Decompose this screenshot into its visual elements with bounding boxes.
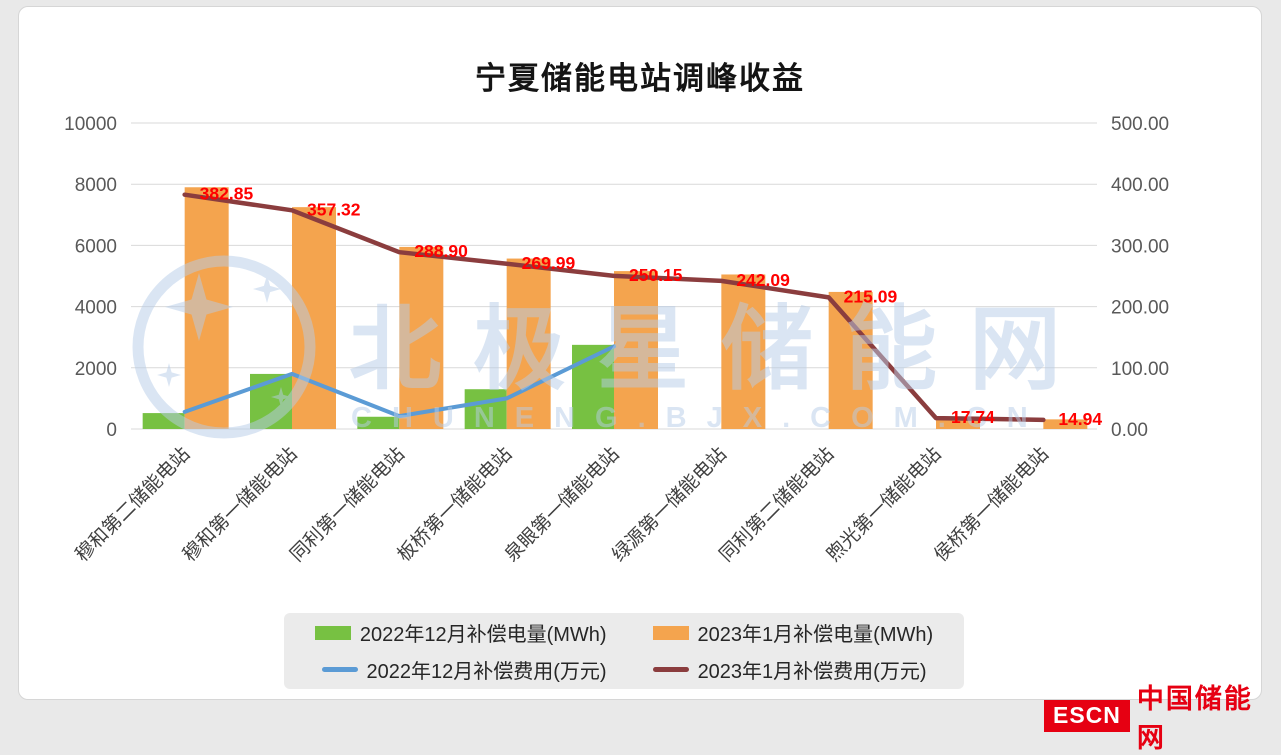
y-axis-tick-right: 500.00	[1111, 114, 1169, 135]
data-label: 242.09	[736, 270, 790, 290]
y-axis-tick-left: 2000	[75, 359, 117, 380]
darkred-line-swatch-icon	[652, 667, 689, 672]
orange-bar-swatch-icon	[652, 625, 689, 640]
y-axis-tick-left: 10000	[64, 114, 117, 135]
watermark-star-icon	[157, 363, 181, 387]
data-label: 269.99	[522, 253, 576, 273]
x-axis-label: 绿源第一储能电站	[608, 443, 731, 566]
y-axis-tick-right: 0.00	[1111, 420, 1148, 441]
bar-2022-dec-energy	[357, 416, 400, 429]
bar-2023-jan-energy	[721, 274, 766, 429]
data-label: 288.90	[414, 241, 468, 261]
watermark-url-text: CHUNENG.BJX.COM.CN	[351, 402, 1048, 434]
legend-row-lines: 2022年12月补偿费用(万元) 2023年1月补偿费用(万元)	[284, 655, 964, 684]
legend-label-2023-jan-energy: 2023年1月补偿电量(MWh)	[697, 624, 934, 646]
x-axis-label: 煦光第一储能电站	[822, 443, 945, 566]
bar-2023-jan-energy	[614, 271, 658, 429]
y-axis-tick-left: 8000	[75, 175, 117, 196]
watermark-star-icon	[165, 273, 233, 341]
legend-item-2022-dec-energy: 2022年12月补偿电量(MWh)	[314, 618, 607, 647]
watermark-star-icon	[253, 275, 281, 303]
y-axis-tick-left: 0	[106, 420, 117, 441]
data-label: 17.74	[951, 407, 995, 427]
legend-label-2023-jan-fee: 2023年1月补偿费用(万元)	[697, 661, 927, 683]
x-axis-label: 泉眼第一储能电站	[500, 443, 623, 566]
chart-title: 宁夏储能电站调峰收益	[475, 61, 805, 96]
chart-card: 0 0.00 2000 100.00 4000 200.00 6000 300.00 8000 4…	[18, 6, 1262, 700]
y-axis-tick-left: 4000	[75, 298, 117, 319]
legend-item-2023-jan-fee: 2023年1月补偿费用(万元)	[652, 655, 927, 684]
y-axis-tick-right: 300.00	[1111, 236, 1169, 257]
legend-label-2022-dec-fee: 2022年12月补偿费用(万元)	[366, 661, 607, 683]
watermark-brand-text: 北极星储能网	[349, 299, 1093, 401]
y-axis-tick-left: 6000	[75, 236, 117, 257]
green-bar-swatch-icon	[314, 625, 351, 640]
escn-logo-mark: ESCN	[1044, 700, 1130, 732]
y-axis-tick-right: 400.00	[1111, 175, 1169, 196]
data-label: 215.09	[844, 286, 898, 306]
line-2023-jan-fee	[182, 192, 1046, 423]
data-label: 357.32	[307, 199, 361, 219]
y-axis-tick-right: 100.00	[1111, 359, 1169, 380]
x-axis-label: 板桥第一储能电站	[393, 443, 516, 566]
watermark-star-icon	[271, 387, 291, 407]
bar-2022-dec-energy	[572, 344, 614, 429]
bar-2023-jan-energy	[936, 417, 980, 429]
escn-logo: ESCN 中国储能网	[1044, 684, 1281, 753]
escn-site-name: 中国储能网	[1136, 684, 1253, 753]
line-2022-dec-fee	[182, 344, 616, 419]
x-axis-label: 穆和第二储能电站	[71, 443, 194, 566]
bar-2023-jan-energy	[828, 291, 873, 429]
x-axis-label: 穆和第一储能电站	[178, 443, 301, 566]
x-axis-label: 侯桥第一储能电站	[930, 443, 1053, 566]
legend: 2022年12月补偿电量(MWh) 2023年1月补偿电量(MWh) 2022年…	[284, 613, 964, 689]
legend-item-2022-dec-fee: 2022年12月补偿费用(万元)	[321, 655, 607, 684]
y-axis-tick-right: 200.00	[1111, 298, 1169, 319]
chart-canvas: 0 0.00 2000 100.00 4000 200.00 6000 300.00 8000 4…	[64, 114, 1169, 566]
legend-row-bars: 2022年12月补偿电量(MWh) 2023年1月补偿电量(MWh)	[284, 618, 964, 647]
x-axis-label: 同利第一储能电站	[286, 443, 409, 566]
bar-2023-jan-energy	[1043, 419, 1088, 429]
watermark-circle-icon	[132, 255, 316, 439]
x-axis-label: 同利第二储能电站	[715, 443, 838, 566]
legend-label-2022-dec-energy: 2022年12月补偿电量(MWh)	[359, 624, 607, 646]
data-label: 14.94	[1058, 409, 1102, 429]
legend-item-2023-jan-energy: 2023年1月补偿电量(MWh)	[652, 618, 934, 647]
data-label: 250.15	[629, 265, 683, 285]
bar-2023-jan-energy	[506, 258, 551, 429]
bar-2023-jan-energy	[399, 246, 444, 429]
bar-2022-dec-energy	[464, 389, 507, 429]
data-label: 382.85	[200, 184, 254, 204]
blue-line-swatch-icon	[321, 667, 358, 672]
